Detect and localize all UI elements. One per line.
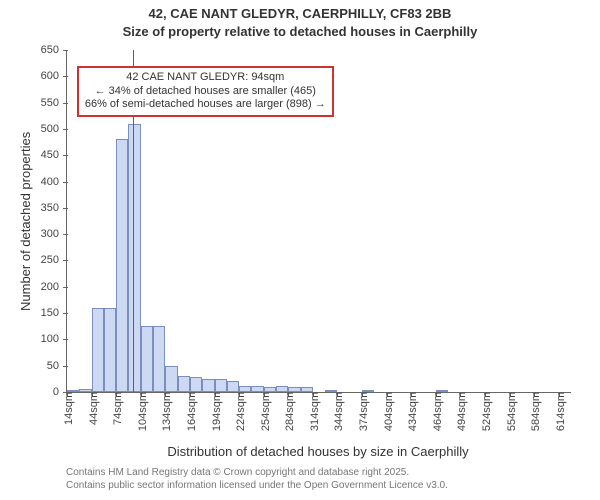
x-tick: 554sqm — [502, 392, 518, 431]
footer-line-2: Contains public sector information licen… — [66, 479, 448, 492]
histogram-bar — [190, 377, 202, 392]
y-tick: 150 — [41, 307, 67, 319]
histogram-bar — [104, 308, 116, 392]
x-tick: 524sqm — [477, 392, 493, 431]
y-tick: 500 — [41, 123, 67, 135]
y-tick: 50 — [47, 360, 67, 372]
callout-line-1: 42 CAE NANT GLEDYR: 94sqm — [85, 71, 326, 85]
x-tick: 164sqm — [182, 392, 198, 431]
histogram-bar — [153, 326, 165, 392]
y-tick: 100 — [41, 333, 67, 345]
histogram-bar — [288, 387, 300, 392]
y-tick: 350 — [41, 202, 67, 214]
title-line-2: Size of property relative to detached ho… — [0, 24, 600, 39]
y-tick: 250 — [41, 254, 67, 266]
histogram-bar — [116, 139, 128, 392]
histogram-bar — [215, 379, 227, 392]
histogram-bar — [165, 366, 177, 392]
footer-line-1: Contains HM Land Registry data © Crown c… — [66, 466, 448, 479]
plot-area: 0501001502002503003504004505005506006501… — [66, 50, 571, 393]
histogram-bar — [362, 390, 374, 392]
x-axis-label: Distribution of detached houses by size … — [66, 444, 570, 459]
x-tick: 44sqm — [84, 392, 100, 425]
y-tick: 200 — [41, 281, 67, 293]
property-callout: 42 CAE NANT GLEDYR: 94sqm← 34% of detach… — [77, 66, 334, 117]
histogram-bar — [276, 386, 288, 392]
x-tick: 434sqm — [403, 392, 419, 431]
histogram-bar — [227, 381, 239, 392]
histogram-bar — [301, 387, 313, 392]
callout-line-2: ← 34% of detached houses are smaller (46… — [85, 85, 326, 99]
x-tick: 494sqm — [452, 392, 468, 431]
x-tick: 14sqm — [59, 392, 75, 425]
histogram-bar — [264, 387, 276, 392]
histogram-bar — [67, 390, 79, 392]
histogram-bar — [239, 386, 251, 392]
x-tick: 314sqm — [305, 392, 321, 431]
y-tick: 650 — [41, 44, 67, 56]
histogram-bar — [128, 124, 140, 392]
y-axis-label: Number of detached properties — [18, 132, 33, 311]
histogram-bar — [251, 386, 263, 392]
x-tick: 284sqm — [280, 392, 296, 431]
attribution-footer: Contains HM Land Registry data © Crown c… — [66, 466, 448, 492]
chart-container: 42, CAE NANT GLEDYR, CAERPHILLY, CF83 2B… — [0, 0, 600, 500]
x-tick: 134sqm — [157, 392, 173, 431]
x-tick: 224sqm — [231, 392, 247, 431]
x-tick: 374sqm — [354, 392, 370, 431]
y-tick: 600 — [41, 70, 67, 82]
y-tick: 400 — [41, 176, 67, 188]
x-tick: 614sqm — [551, 392, 567, 431]
histogram-bar — [178, 376, 190, 392]
y-tick: 450 — [41, 149, 67, 161]
histogram-bar — [325, 390, 337, 392]
histogram-bar — [92, 308, 104, 392]
x-tick: 344sqm — [329, 392, 345, 431]
x-tick: 404sqm — [379, 392, 395, 431]
x-tick: 584sqm — [526, 392, 542, 431]
y-tick: 550 — [41, 97, 67, 109]
x-tick: 74sqm — [108, 392, 124, 425]
histogram-bar — [79, 389, 91, 392]
x-tick: 254sqm — [256, 392, 272, 431]
histogram-bar — [141, 326, 153, 392]
histogram-bar — [202, 379, 214, 392]
x-tick: 464sqm — [428, 392, 444, 431]
callout-line-3: 66% of semi-detached houses are larger (… — [85, 98, 326, 112]
x-tick: 194sqm — [207, 392, 223, 431]
title-line-1: 42, CAE NANT GLEDYR, CAERPHILLY, CF83 2B… — [0, 6, 600, 21]
histogram-bar — [436, 390, 448, 392]
x-tick: 104sqm — [133, 392, 149, 431]
y-tick: 300 — [41, 228, 67, 240]
